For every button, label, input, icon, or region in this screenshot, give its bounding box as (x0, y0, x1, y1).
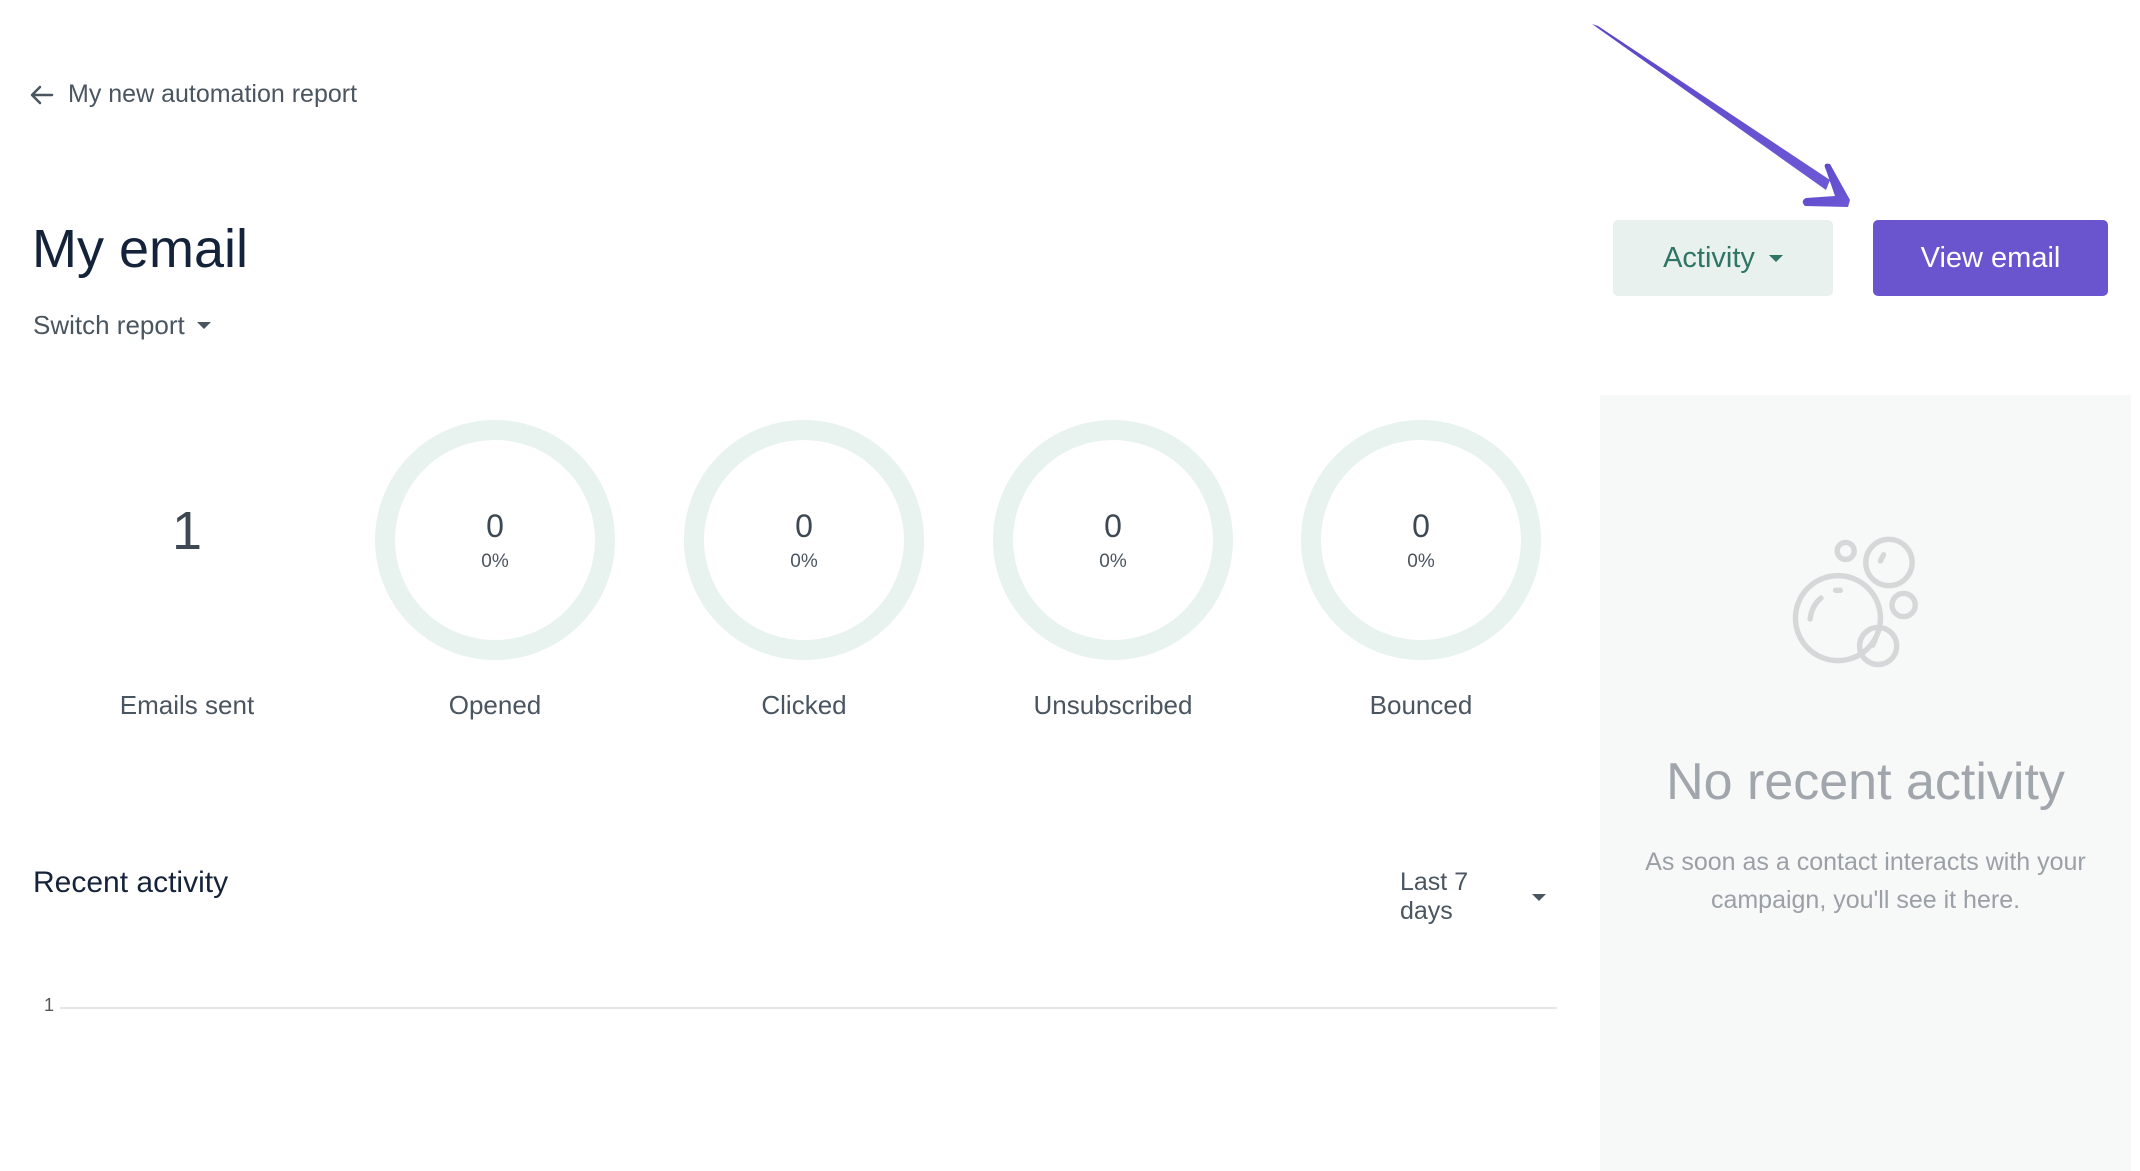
stat-label: Unsubscribed (1033, 690, 1193, 720)
empty-state-title: No recent activity (1666, 753, 2065, 811)
stat-percent: 0% (790, 550, 818, 572)
caret-down-icon (196, 322, 211, 329)
stat-ring: 0 0% (375, 420, 615, 660)
stat-opened: 0 0% Opened (375, 420, 615, 720)
stat-percent: 0% (1099, 550, 1127, 572)
stat-ring: 0 0% (684, 420, 924, 660)
page-title: My email (32, 219, 249, 279)
stat-clicked: 0 0% Clicked (684, 420, 924, 720)
stat-value: 0 (795, 507, 813, 544)
switch-report-dropdown[interactable]: Switch report (33, 310, 211, 341)
stat-label: Opened (448, 690, 542, 720)
y-tick-label: 1 (44, 995, 55, 1015)
stat-value: 1 (171, 501, 203, 561)
switch-report-label: Switch report (33, 310, 185, 340)
view-email-button[interactable]: View email (1873, 220, 2108, 296)
date-range-label: Last 7 days (1400, 868, 1469, 925)
stat-value: 0 (486, 507, 504, 544)
recent-activity-title: Recent activity (33, 866, 229, 899)
back-label: My new automation report (68, 80, 358, 108)
annotation-arrow (1592, 24, 1850, 207)
stat-label: Bounced (1369, 690, 1473, 720)
stat-percent: 0% (1407, 550, 1435, 572)
empty-state-description: As soon as a contact interacts with your… (1645, 848, 2086, 914)
caret-down-icon (1532, 893, 1546, 901)
stat-percent: 0% (481, 550, 509, 572)
arrow-left-icon (30, 85, 54, 104)
activity-label: Activity (1663, 241, 1755, 274)
stat-value: 0 (1412, 507, 1430, 544)
activity-panel (1600, 395, 2131, 1171)
caret-down-icon (1768, 254, 1783, 262)
stat-ring: 0 0% (993, 420, 1233, 660)
stat-bounced: 0 0% Bounced (1301, 420, 1541, 720)
stat-ring: 0 0% (1301, 420, 1541, 660)
stat-unsubscribed: 0 0% Unsubscribed (993, 420, 1233, 720)
back-link[interactable]: My new automation report (30, 80, 357, 109)
stat-label: Clicked (761, 690, 847, 720)
chart-gridline (60, 1007, 1557, 1009)
bubbles-icon (1792, 536, 1918, 668)
date-range-dropdown[interactable]: Last 7 days (1400, 868, 1546, 926)
stat-label: Emails sent (119, 690, 255, 720)
activity-dropdown-button[interactable]: Activity (1613, 220, 1833, 296)
stat-value: 0 (1104, 507, 1122, 544)
